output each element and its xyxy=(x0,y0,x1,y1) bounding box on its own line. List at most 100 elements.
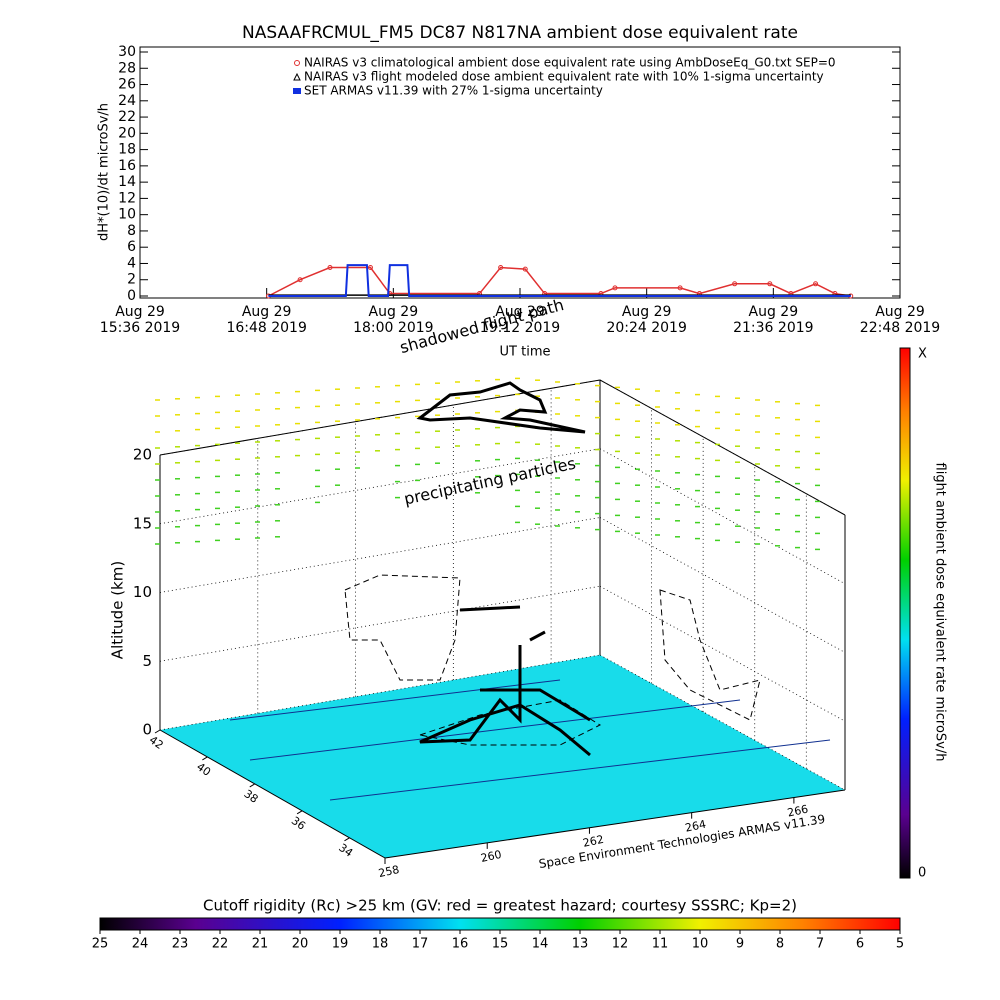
colorbar-tick-label: 11 xyxy=(652,937,669,952)
shadow-path xyxy=(344,574,461,681)
colorbar-tick-label: 17 xyxy=(412,937,429,952)
colorbar-tick-label: 21 xyxy=(252,937,269,952)
series-marker xyxy=(813,281,819,287)
y-tick-label: 38 xyxy=(242,787,261,806)
y-tick-label: 8 xyxy=(127,223,136,239)
y-axis-label: dH*(10)/dt microSv/h xyxy=(97,103,112,241)
chart-title: NASAAFRCMUL_FM5 DC87 N817NA ambient dose… xyxy=(242,23,798,43)
colorbar-tick-label: 6 xyxy=(856,937,864,952)
floor xyxy=(160,655,845,858)
x-tick-label: 18:00 2019 xyxy=(353,320,433,336)
y-tick-label: 40 xyxy=(194,760,213,779)
x-tick-label: Aug 29 xyxy=(115,304,165,320)
z-axis-label: Altitude (km) xyxy=(109,561,127,659)
colorbar-tick-label: 18 xyxy=(372,937,389,952)
colorbar-tick-label: 8 xyxy=(776,937,784,952)
y-tick-label: 22 xyxy=(118,109,136,125)
colorbar-title: Cutoff rigidity (Rc) >25 km (GV: red = g… xyxy=(203,897,797,915)
shadow-path xyxy=(659,589,761,721)
floor-line xyxy=(329,739,831,801)
series-marker xyxy=(522,266,528,272)
x-tick-label: Aug 29 xyxy=(622,304,672,320)
x-tick-label: 260 xyxy=(479,848,502,865)
shadow-path xyxy=(418,699,602,746)
colorbar-tick-label: 5 xyxy=(896,937,904,952)
y-tick-label: 24 xyxy=(118,93,136,109)
colorbar-tick-label: 7 xyxy=(816,937,824,952)
series-line xyxy=(268,266,851,297)
series-marker xyxy=(367,265,373,271)
y-tick-label: 0 xyxy=(127,288,136,304)
x-tick-label: 266 xyxy=(786,803,809,820)
x-axis-label: UT time xyxy=(500,345,551,360)
colorbar-tick-label: 9 xyxy=(736,937,744,952)
annotation: precipitating particles xyxy=(402,454,577,509)
colorbar-tick-label: 12 xyxy=(612,937,629,952)
axis-edge xyxy=(159,729,386,859)
x-tick-label: 21:36 2019 xyxy=(733,320,813,336)
x-tick-label: 19:12 2019 xyxy=(480,320,560,336)
x-tick-label: 20:24 2019 xyxy=(606,320,686,336)
colorbar-tick-label: 19 xyxy=(332,937,349,952)
legend-marker xyxy=(293,88,301,94)
series-marker xyxy=(297,277,303,283)
colorbar-tick-label: 23 xyxy=(172,937,189,952)
z-tick-label: 10 xyxy=(133,583,152,601)
y-tick-label: 36 xyxy=(289,814,308,833)
colorbar-tick-label: 0 xyxy=(918,866,926,881)
y-tick-label: 12 xyxy=(118,190,136,206)
x-tick-label: 264 xyxy=(684,818,707,835)
y-tick-label: 20 xyxy=(118,125,136,141)
colorbar-tick-label: 16 xyxy=(452,937,469,952)
colorbar-horizontal xyxy=(99,917,901,931)
axis-edge xyxy=(599,379,846,516)
y-tick-label: 26 xyxy=(118,77,136,93)
z-tick-label: 0 xyxy=(142,721,152,739)
legend-label: SET ARMAS v11.39 with 27% 1-sigma uncert… xyxy=(304,84,603,98)
x-tick-label: 258 xyxy=(377,863,400,880)
y-tick xyxy=(154,729,161,734)
colorbar-tick-label: 15 xyxy=(492,937,509,952)
colorbar-tick-label: X xyxy=(918,347,927,362)
grid-line xyxy=(159,585,601,662)
series-marker xyxy=(498,265,504,271)
y-tick-label: 28 xyxy=(118,60,136,76)
series-line xyxy=(268,264,851,297)
floor-line xyxy=(229,679,561,721)
series-marker xyxy=(612,285,618,291)
x-tick-label: Aug 29 xyxy=(749,304,799,320)
x-tick-label: 15:36 2019 xyxy=(100,320,180,336)
y-tick-label: 2 xyxy=(127,272,136,288)
y-tick-label: 6 xyxy=(127,239,136,255)
legend-label: NAIRAS v3 climatological ambient dose eq… xyxy=(304,56,836,70)
colorbar-tick-label: 14 xyxy=(532,937,549,952)
z-tick-label: 15 xyxy=(133,514,152,532)
y-tick-label: 18 xyxy=(118,142,136,158)
colorbar-tick-label: 25 xyxy=(92,937,109,952)
y-tick xyxy=(202,756,208,761)
z-tick-label: 5 xyxy=(142,652,152,670)
grid-line xyxy=(159,448,601,525)
colorbar-tick-label: 20 xyxy=(292,937,309,952)
colorbar-tick-label: 24 xyxy=(132,937,149,952)
y-tick-label: 16 xyxy=(118,158,136,174)
axis-edge xyxy=(159,379,601,456)
colorbar-vertical xyxy=(899,347,911,879)
series-marker xyxy=(732,281,738,287)
grid-line xyxy=(159,517,601,593)
flight-path xyxy=(416,381,586,434)
series-marker xyxy=(677,285,683,291)
y-tick-label: 34 xyxy=(336,841,355,860)
colorbar-label: flight ambient dose equivalent rate micr… xyxy=(933,463,948,762)
series-marker xyxy=(767,281,773,287)
x-tick-label: 16:48 2019 xyxy=(226,320,306,336)
series-marker xyxy=(327,265,333,271)
z-tick-label: 20 xyxy=(133,446,152,464)
legend-label: NAIRAS v3 flight modeled dose ambient eq… xyxy=(304,70,824,84)
x-tick-label: Aug 29 xyxy=(875,304,925,320)
x-tick-label: 262 xyxy=(582,833,605,850)
colorbar-tick-label: 22 xyxy=(212,937,229,952)
colorbar-tick-label: 10 xyxy=(692,937,709,952)
